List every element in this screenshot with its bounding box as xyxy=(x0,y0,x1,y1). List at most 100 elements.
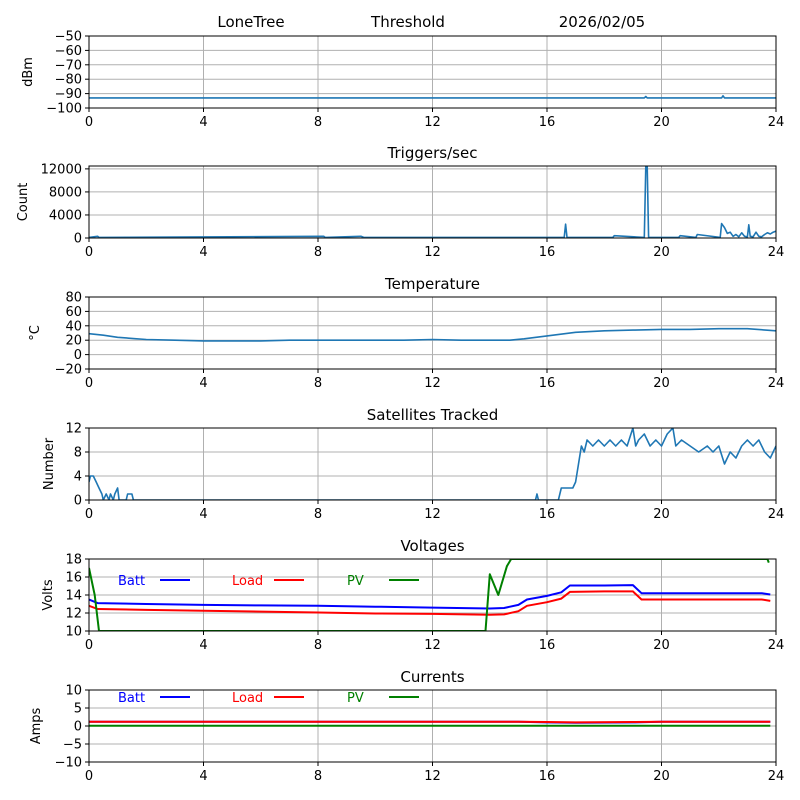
x-tick-label: 4 xyxy=(199,507,207,522)
y-tick-label: 60 xyxy=(65,305,82,320)
x-tick-label: 12 xyxy=(424,245,441,260)
y-tick-label: 16 xyxy=(65,571,82,586)
chart-title: Currents xyxy=(400,668,464,686)
y-tick-label: 0 xyxy=(74,232,82,247)
x-tick-label: 20 xyxy=(653,245,670,260)
x-tick-label: 8 xyxy=(314,507,322,522)
x-tick-label: 8 xyxy=(314,115,322,130)
x-tick-label: 8 xyxy=(314,376,322,391)
y-tick-label: 18 xyxy=(65,553,82,568)
panel-signal: 0 4 8 12 16 20 24 −50−60−70−80−90−100 dBm xyxy=(21,30,784,131)
y-tick-label: 14 xyxy=(65,589,82,604)
y-tick-label: −50 xyxy=(55,30,82,45)
chart-title: Triggers/sec xyxy=(387,144,478,162)
x-tick-label: 24 xyxy=(768,115,785,130)
y-tick-label: −10 xyxy=(55,756,82,771)
y-tick-label: −5 xyxy=(63,738,82,753)
x-tick-label: 20 xyxy=(653,769,670,784)
chart-title: Temperature xyxy=(384,275,480,293)
y-tick-label: −90 xyxy=(55,87,82,102)
y-axis-label: Amps xyxy=(29,707,44,744)
x-tick-label: 20 xyxy=(653,115,670,130)
x-tick-label: 4 xyxy=(199,376,207,391)
y-tick-label: 12 xyxy=(65,422,82,437)
y-tick-label: 5 xyxy=(74,702,82,717)
panel-triggers: 0 4 8 12 16 20 24 0 4000 8000 12000 Triggers/sec Cou… xyxy=(16,144,784,260)
x-tick-label: 20 xyxy=(653,638,670,653)
series-dbm xyxy=(89,95,776,99)
x-tick-label: 20 xyxy=(653,376,670,391)
y-tick-label: −80 xyxy=(55,73,82,88)
y-tick-label: 12 xyxy=(65,607,82,622)
y-tick-label: 4000 xyxy=(49,208,82,223)
x-tick-label: 0 xyxy=(85,638,93,653)
y-axis-label: Volts xyxy=(41,579,56,611)
x-tick-label: 12 xyxy=(424,638,441,653)
panel-currents: 0 4 8 12 16 20 24 10 5 0 −5 −10 Currents Amps Batt Load… xyxy=(29,668,784,784)
y-axis-label: Count xyxy=(16,183,31,222)
series-batt xyxy=(89,584,771,610)
y-tick-label: 10 xyxy=(65,625,82,640)
chart-title: Satellites Tracked xyxy=(367,406,498,424)
x-tick-label: 0 xyxy=(85,115,93,130)
x-tick-label: 12 xyxy=(424,115,441,130)
legend-label-batt: Batt xyxy=(118,691,145,706)
x-tick-label: 16 xyxy=(539,507,556,522)
x-tick-label: 16 xyxy=(539,769,556,784)
y-axis-label: °C xyxy=(28,325,43,341)
legend-label-load: Load xyxy=(232,691,263,706)
y-tick-label: 40 xyxy=(65,319,82,334)
x-tick-label: 8 xyxy=(314,245,322,260)
y-tick-label: 0 xyxy=(74,720,82,735)
y-axis-label: Number xyxy=(42,437,57,490)
y-axis-label: dBm xyxy=(21,57,36,87)
y-tick-label: 0 xyxy=(74,348,82,363)
legend-label-batt: Batt xyxy=(118,574,145,589)
x-tick-label: 16 xyxy=(539,245,556,260)
x-tick-label: 16 xyxy=(539,376,556,391)
chart-title: Voltages xyxy=(400,537,464,555)
x-tick-label: 24 xyxy=(768,376,785,391)
y-tick-label: −100 xyxy=(46,102,82,117)
x-tick-label: 8 xyxy=(314,769,322,784)
series-load xyxy=(89,720,771,724)
x-tick-label: 4 xyxy=(199,245,207,260)
x-tick-label: 4 xyxy=(199,638,207,653)
series-satellites xyxy=(89,428,776,500)
x-tick-label: 0 xyxy=(85,245,93,260)
x-tick-label: 4 xyxy=(199,769,207,784)
series-temperature xyxy=(89,327,776,342)
legend-label-pv: PV xyxy=(347,574,364,589)
x-tick-label: 24 xyxy=(768,769,785,784)
panel-voltages: 0 4 8 12 16 20 24 10 12 14 16 18 Voltages Volts Batt Lo… xyxy=(41,537,784,653)
header-station: LoneTree xyxy=(217,13,284,31)
x-tick-label: 0 xyxy=(85,769,93,784)
legend-label-pv: PV xyxy=(347,691,364,706)
x-tick-label: 16 xyxy=(539,638,556,653)
x-tick-label: 24 xyxy=(768,507,785,522)
header-date: 2026/02/05 xyxy=(559,13,645,31)
x-tick-label: 12 xyxy=(424,769,441,784)
x-tick-label: 0 xyxy=(85,507,93,522)
panel-satellites: 0 4 8 12 16 20 24 0 4 8 12 Satellites Tracked Number xyxy=(42,406,784,522)
y-tick-label: −60 xyxy=(55,44,82,59)
series-pv xyxy=(89,559,770,631)
x-tick-label: 8 xyxy=(314,638,322,653)
x-tick-label: 20 xyxy=(653,507,670,522)
x-tick-label: 24 xyxy=(768,245,785,260)
y-tick-label: −20 xyxy=(55,363,82,378)
y-tick-label: 10 xyxy=(65,684,82,699)
y-tick-label: 0 xyxy=(74,494,82,509)
y-tick-label: 12000 xyxy=(41,162,82,177)
legend-label-load: Load xyxy=(232,574,263,589)
x-tick-label: 12 xyxy=(424,376,441,391)
x-tick-label: 12 xyxy=(424,507,441,522)
x-tick-label: 16 xyxy=(539,115,556,130)
y-tick-label: 8 xyxy=(74,446,82,461)
x-tick-label: 4 xyxy=(199,115,207,130)
y-tick-label: −70 xyxy=(55,58,82,73)
y-tick-label: 8000 xyxy=(49,185,82,200)
x-tick-label: 24 xyxy=(768,638,785,653)
